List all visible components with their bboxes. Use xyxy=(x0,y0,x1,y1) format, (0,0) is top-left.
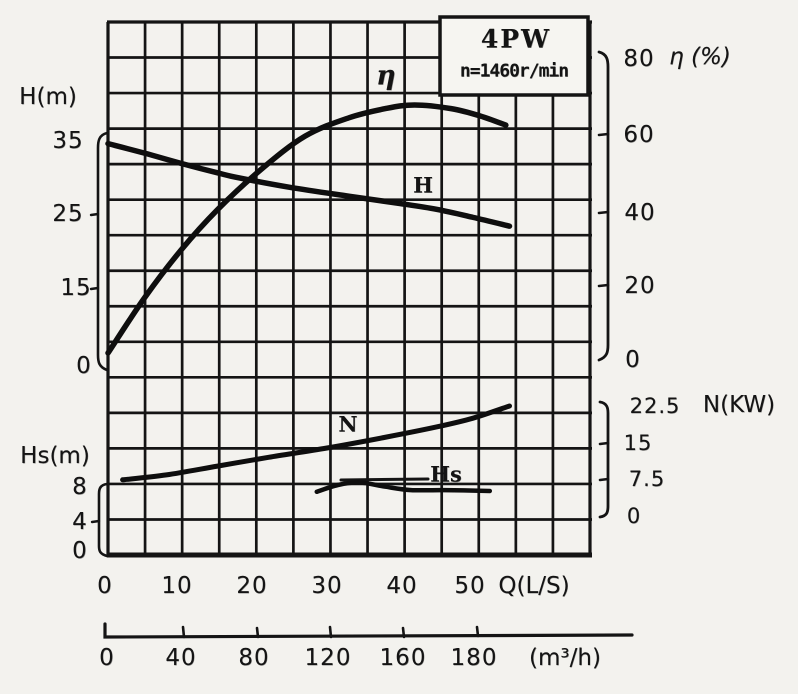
n-curve-label: N xyxy=(338,411,358,437)
h-curve-label: H xyxy=(413,172,433,198)
hs-label-leader-line xyxy=(339,477,430,482)
hs-axis-tick-label: 0 xyxy=(72,538,88,564)
axis-decorations xyxy=(89,15,634,639)
m3h-tick-40 xyxy=(181,625,186,639)
h-axis-label: H(m) xyxy=(19,84,77,110)
q2-axis-tick-label: 80 xyxy=(238,645,270,671)
h-axis-tick-label: 35 xyxy=(52,128,84,154)
m3h-scale-bar xyxy=(103,622,634,639)
m3h-tick-180 xyxy=(475,625,480,638)
title-box xyxy=(438,15,590,97)
n-axis-tick-label: 0 xyxy=(626,504,642,528)
pump-model-label: 4PW xyxy=(480,24,552,54)
n-axis-tick-15 xyxy=(598,441,610,446)
m3h-tick-80 xyxy=(255,626,260,639)
n-axis-tick-label: 15 xyxy=(623,431,653,455)
curve-h xyxy=(105,140,513,229)
h-axis-tick-label: 15 xyxy=(60,275,92,301)
eta-axis-label: η (%) xyxy=(669,44,731,70)
hs-axis-tick-4 xyxy=(90,519,101,524)
eta-axis-tick-label: 0 xyxy=(625,347,641,373)
hs-axis-bracket xyxy=(97,482,109,558)
hs-curve-label: Hs xyxy=(430,461,462,487)
eta-axis-tick-label: 60 xyxy=(623,122,655,148)
n-axis-label: N(KW) xyxy=(702,392,776,418)
curves xyxy=(105,102,513,495)
eta-curve-label: η xyxy=(376,60,396,92)
h-axis-bracket xyxy=(96,131,109,372)
q-axis-tick-label: 0 xyxy=(97,573,113,599)
n-axis-tick-label: 22.5 xyxy=(629,394,681,418)
q2-axis-tick-label: 160 xyxy=(379,645,427,671)
curve-eta xyxy=(105,102,509,356)
m3h-tick-160 xyxy=(401,626,406,639)
h-axis-tick-25 xyxy=(89,212,100,217)
n-axis-tick-7-5 xyxy=(598,477,610,482)
eta-axis-tick-label: 20 xyxy=(624,273,656,299)
q2-axis-tick-label: 180 xyxy=(450,645,498,671)
h-axis-tick-label: 25 xyxy=(52,201,84,227)
eta-axis-tick-label: 80 xyxy=(623,46,655,72)
q2-axis-tick-label: 40 xyxy=(165,645,197,671)
eta-axis-tick-20 xyxy=(597,283,610,288)
n-axis-tick-label: 7.5 xyxy=(628,467,666,491)
q-axis-label: Q(L/S) xyxy=(498,573,570,599)
h-axis-tick-15 xyxy=(89,286,100,291)
m3h-tick-120 xyxy=(328,625,333,639)
hs-axis-tick-label: 8 xyxy=(72,474,88,500)
q2-axis-tick-label: 120 xyxy=(304,645,352,671)
q2-axis-tick-label: 0 xyxy=(99,645,115,671)
curve-n xyxy=(120,403,512,483)
hs-axis-tick-label: 4 xyxy=(72,509,88,535)
grid-lines xyxy=(106,20,592,558)
q-axis-tick-label: 10 xyxy=(161,573,193,599)
eta-axis-bracket xyxy=(597,50,610,362)
eta-axis-tick-60 xyxy=(597,132,610,137)
h-axis-tick-label: 0 xyxy=(76,353,92,379)
curve-hs xyxy=(314,480,493,495)
eta-axis-tick-40 xyxy=(597,210,610,215)
q-axis-tick-label: 50 xyxy=(454,573,486,599)
pump-speed-label: n=1460r/min xyxy=(459,60,569,82)
eta-axis-tick-label: 40 xyxy=(624,200,656,226)
hs-axis-label: Hs(m) xyxy=(20,443,90,469)
q-axis-tick-label: 40 xyxy=(386,573,418,599)
q-axis-tick-label: 30 xyxy=(311,573,343,599)
n-axis-bracket xyxy=(598,400,610,519)
q-axis-tick-label: 20 xyxy=(236,573,268,599)
m3h-axis-label: (m³/h) xyxy=(529,645,601,671)
